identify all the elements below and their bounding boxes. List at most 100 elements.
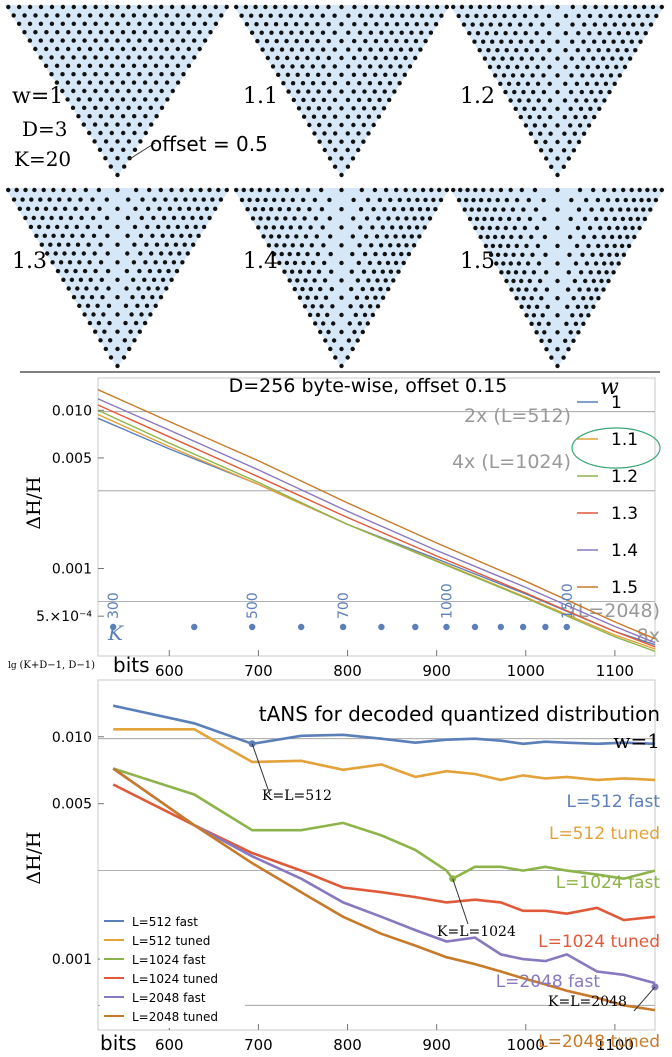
lattice-point (140, 197, 145, 202)
lattice-point (394, 22, 400, 27)
lattice-point (612, 22, 617, 27)
lattice-point (34, 206, 40, 211)
lattice-points (234, 187, 449, 369)
lattice-point (260, 207, 266, 212)
lattice-point (599, 207, 605, 212)
lattice-point (91, 215, 96, 221)
lattice-point (377, 197, 382, 203)
lattice-point (398, 225, 404, 230)
lattice-point (98, 130, 103, 136)
y-tick-label: 0.001 (52, 562, 92, 578)
lattice-point (366, 131, 371, 136)
lattice-point (299, 30, 304, 35)
lattice-point (92, 139, 97, 144)
lattice-point (354, 295, 360, 300)
lattice-point (363, 4, 369, 10)
lattice-point (131, 277, 136, 282)
lattice-point (368, 47, 373, 52)
lattice-point (504, 48, 509, 53)
lattice-point (350, 234, 355, 239)
lattice-point (154, 97, 159, 102)
lattice-point (289, 30, 294, 35)
lattice-point (615, 225, 620, 231)
lattice-point (41, 187, 46, 193)
lattice-point (44, 30, 49, 35)
lattice-point (659, 4, 664, 10)
lattice-point (619, 243, 625, 249)
lattice-point (376, 114, 382, 119)
lattice-point (115, 139, 120, 144)
offset-annotation: offset = 0.5 (150, 132, 268, 156)
lattice-point (531, 89, 536, 95)
lattice-point (77, 303, 82, 308)
lattice-point (55, 224, 60, 230)
lattice-point (27, 4, 33, 10)
x-tick-label: 800 (333, 662, 362, 680)
lattice-point (643, 31, 648, 36)
lattice-point (312, 278, 317, 283)
lattice-point (409, 30, 414, 35)
lattice-point (393, 234, 398, 239)
lattice-point (153, 303, 158, 308)
lattice-point (478, 234, 483, 240)
lattice-point (592, 114, 597, 120)
lattice-point (555, 296, 560, 301)
y-tick-label: 0.005 (52, 451, 92, 467)
lattice-point (587, 225, 593, 231)
lattice-point (528, 4, 533, 10)
lattice-point (513, 270, 519, 275)
lattice-point (377, 260, 382, 266)
lattice-point (164, 63, 170, 68)
lattice-point (358, 207, 364, 212)
lattice-point (401, 234, 407, 239)
lattice-point (607, 225, 612, 231)
lattice-point (521, 207, 526, 212)
lattice-point (594, 216, 599, 222)
lattice-point (570, 313, 575, 318)
lattice-point (555, 4, 560, 10)
x-tick-label: 1100 (596, 662, 634, 680)
lattice-point (308, 286, 313, 292)
lattice-point (252, 207, 258, 212)
lattice-point (495, 252, 501, 257)
series-end-label: L=512 tuned (549, 824, 660, 844)
x-tick-label: 700 (244, 1036, 273, 1054)
lattice-point (88, 277, 93, 282)
lattice-point (535, 64, 540, 70)
lattice-point (555, 106, 560, 112)
lattice-point (323, 338, 328, 343)
lattice-point (295, 55, 300, 61)
lattice-point (26, 206, 31, 211)
chart-1-series (97, 389, 656, 652)
chart-1: 2x (L=512)4x (L=1024)(L=2048)8x 0.0100.0… (8, 375, 661, 680)
lattice-point (404, 243, 409, 248)
lattice-point (170, 21, 175, 26)
lattice-point (300, 64, 305, 69)
lattice-point (115, 156, 120, 161)
lattice-point (196, 233, 201, 238)
lattice-point (81, 251, 87, 256)
k-marker (339, 623, 347, 631)
lattice-point (393, 55, 398, 61)
lattice-point (82, 72, 87, 77)
lattice-point (49, 4, 55, 10)
lattice-point (115, 346, 120, 352)
lattice-point (146, 206, 151, 211)
lattice-point (87, 46, 93, 52)
lattice-point (577, 287, 582, 292)
series-end-label: L=2048 fast (496, 972, 601, 992)
lattice-point (568, 89, 574, 95)
lattice-point (659, 187, 664, 193)
lattice-point (290, 64, 295, 69)
lattice-point (175, 63, 181, 68)
lattice-point (258, 13, 264, 18)
lattice-point (517, 22, 523, 27)
lattice-point (642, 216, 648, 222)
lattice-point (486, 48, 491, 53)
lattice-point (415, 4, 420, 10)
lattice-point (509, 234, 514, 240)
lattice-point (368, 304, 373, 309)
lattice-point (266, 243, 272, 248)
lattice-point (152, 197, 157, 202)
lattice-point (171, 215, 177, 221)
